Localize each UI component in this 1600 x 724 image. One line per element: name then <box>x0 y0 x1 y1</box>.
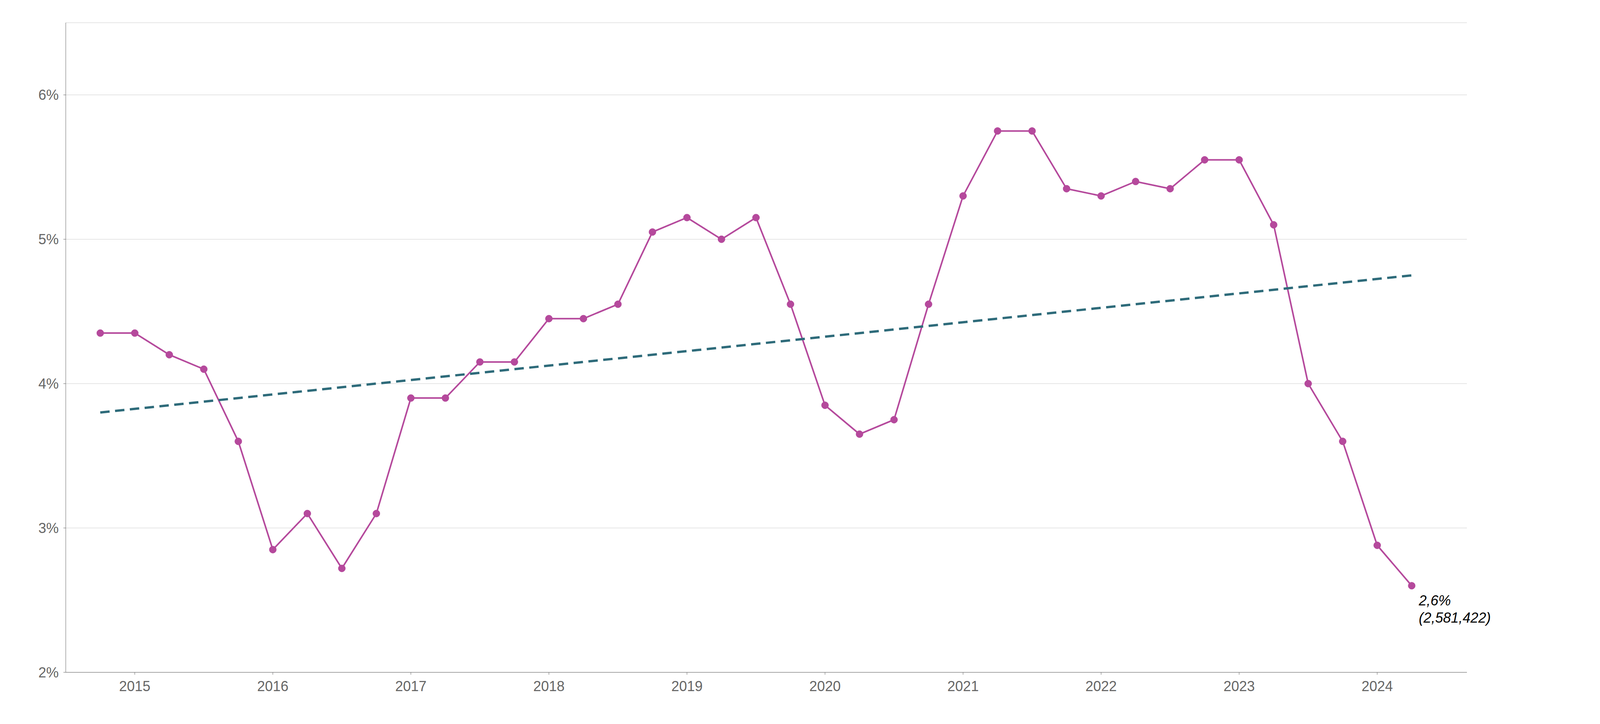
svg-text:5%: 5% <box>38 231 59 248</box>
svg-text:2020: 2020 <box>809 678 841 695</box>
svg-text:2023: 2023 <box>1223 678 1255 695</box>
svg-text:2022: 2022 <box>1085 678 1117 695</box>
svg-text:2%: 2% <box>38 664 59 681</box>
svg-text:2016: 2016 <box>257 678 289 695</box>
svg-text:2,6%(2,581,422): 2,6%(2,581,422) <box>1418 592 1491 626</box>
svg-text:2021: 2021 <box>947 678 979 695</box>
svg-text:2024: 2024 <box>1361 678 1393 695</box>
svg-text:2018: 2018 <box>533 678 565 695</box>
svg-text:6%: 6% <box>38 86 59 103</box>
svg-text:2015: 2015 <box>118 678 151 695</box>
svg-text:2019: 2019 <box>671 678 703 695</box>
svg-text:4%: 4% <box>38 375 59 392</box>
svg-text:3%: 3% <box>38 520 59 537</box>
svg-text:2017: 2017 <box>395 678 427 695</box>
